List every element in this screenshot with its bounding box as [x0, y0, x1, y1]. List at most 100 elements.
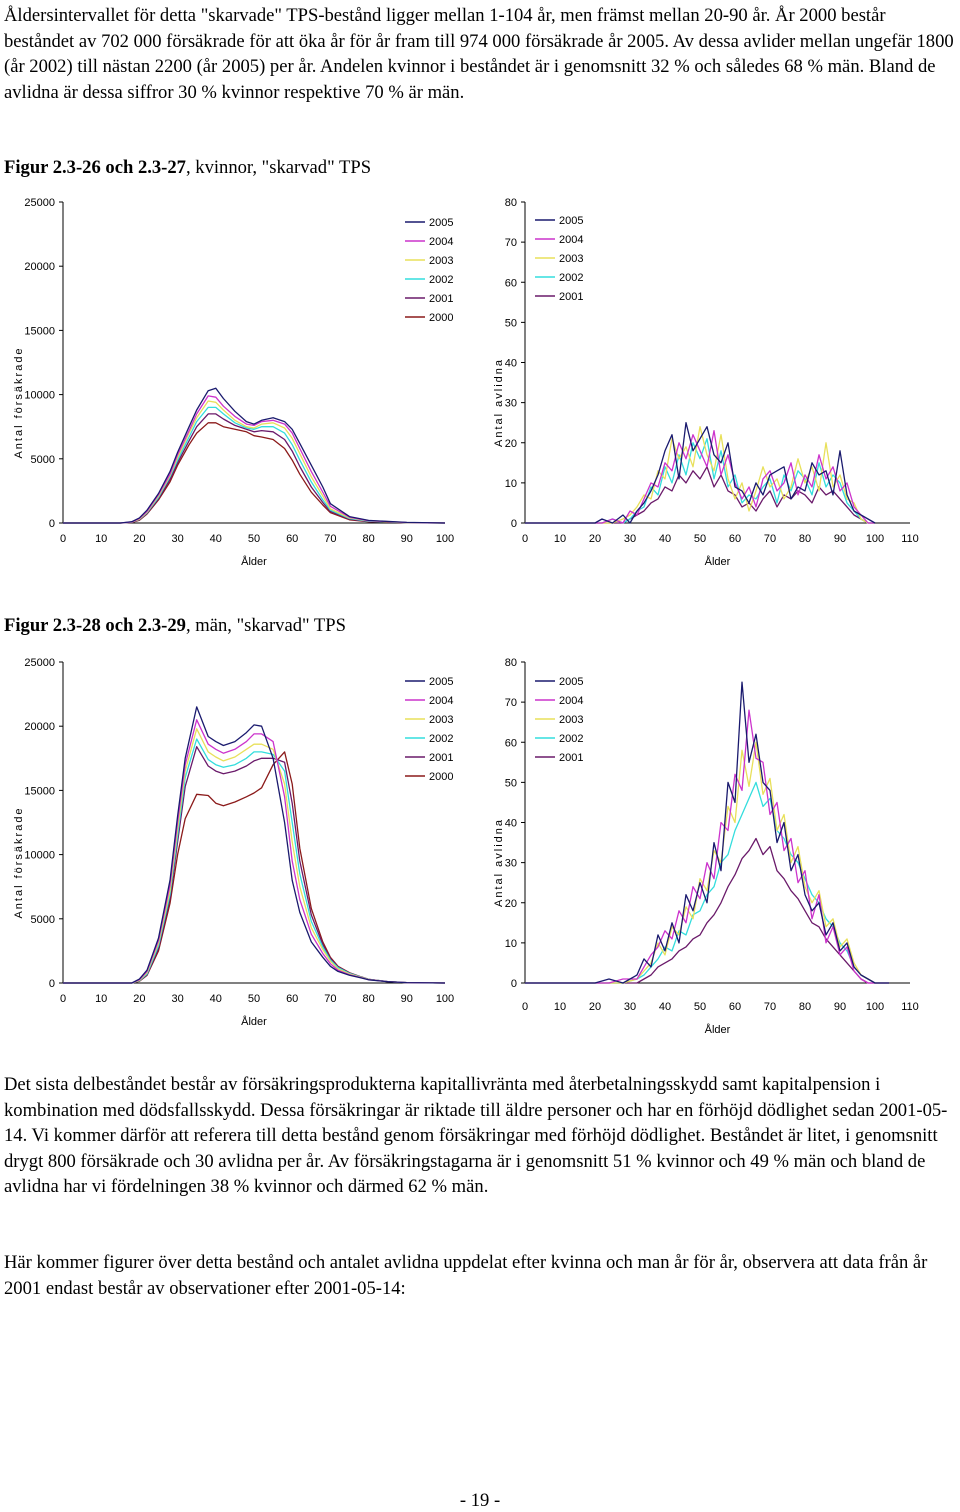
men-insured-x-tick-label: 20: [133, 993, 145, 1005]
men-insured-x-tick-label: 50: [248, 993, 260, 1005]
men-insured-x-tick-label: 40: [210, 993, 222, 1005]
intro-paragraph: Åldersintervallet för detta "skarvade" T…: [4, 5, 954, 103]
men-deceased-x-tick-label: 50: [694, 1001, 706, 1013]
women-insured-series-2004: [63, 395, 446, 524]
men-insured-x-axis-title: Ålder: [241, 1015, 267, 1028]
women-insured-x-tick-label: 100: [436, 533, 454, 545]
men-insured-y-tick-label: 0: [49, 978, 55, 990]
women-deceased-x-tick-label: 60: [729, 533, 741, 545]
men-deceased-x-tick-label: 40: [659, 1001, 671, 1013]
men-insured-x-tick-label: 80: [362, 993, 374, 1005]
men-deceased-series-2005: [525, 681, 889, 984]
chart-women-deceased-svg: 0 10 20 30 40 50 60 70 80 0 10 20 30 40 50 60 70 80 90 100 1…: [493, 197, 919, 568]
men-deceased-legend-label-2005: 2005: [559, 676, 583, 688]
women-insured-y-tick-label: 25000: [24, 197, 55, 209]
women-deceased-x-tick-label: 90: [834, 533, 846, 545]
figure-title-women-number: Figur 2.3-26 och 2.3-27: [4, 157, 186, 178]
figure-title-women: Figur 2.3-26 och 2.3-27, kvinnor, "skarv…: [4, 157, 371, 179]
men-insured-x-tick-label: 30: [171, 993, 183, 1005]
women-insured-x-tick-label: 40: [210, 533, 222, 545]
women-deceased-legend-label-2004: 2004: [559, 234, 583, 246]
men-insured-y-tick-label: 20000: [24, 721, 55, 733]
women-insured-y-tick-label: 20000: [24, 261, 55, 273]
women-insured-x-tick-label: 90: [401, 533, 413, 545]
women-insured-series-2005: [63, 387, 446, 524]
women-deceased-series-2003: [525, 426, 875, 524]
women-insured-legend-label-2005: 2005: [429, 217, 453, 229]
figure-title-men-number: Figur 2.3-28 och 2.3-29: [4, 615, 186, 636]
women-deceased-series-2002: [525, 438, 875, 524]
men-insured-x-tick-label: 70: [324, 993, 336, 1005]
men-insured-y-tick-label: 15000: [24, 785, 55, 797]
women-deceased-y-tick-label: 0: [511, 518, 517, 530]
women-deceased-y-tick-label: 10: [505, 478, 517, 490]
women-insured-x-tick-label: 50: [248, 533, 260, 545]
women-deceased-y-tick-label: 40: [505, 358, 517, 370]
women-deceased-x-tick-label: 110: [901, 533, 919, 545]
women-deceased-y-tick-label: 50: [505, 317, 517, 329]
men-insured-x-tick-label: 0: [60, 993, 66, 1005]
women-insured-x-tick-label: 30: [171, 533, 183, 545]
women-insured-x-tick-label: 70: [324, 533, 336, 545]
women-insured-x-tick-label: 10: [95, 533, 107, 545]
men-insured-series-2004: [63, 719, 446, 984]
men-insured-y-tick-label: 25000: [24, 657, 55, 669]
women-deceased-legend-label-2001: 2001: [559, 291, 583, 303]
men-deceased-legend-label-2003: 2003: [559, 714, 583, 726]
men-insured-x-tick-label: 100: [436, 993, 454, 1005]
women-insured-x-tick-label: 0: [60, 533, 66, 545]
women-deceased-y-tick-label: 70: [505, 237, 517, 249]
women-deceased-legend-label-2005: 2005: [559, 215, 583, 227]
men-deceased-series-2001: [525, 837, 889, 984]
men-insured-series-2002: [63, 738, 446, 984]
men-insured-legend-label-2005: 2005: [429, 676, 453, 688]
men-deceased-y-tick-label: 30: [505, 858, 517, 870]
women-insured-y-tick-label: 10000: [24, 390, 55, 402]
women-insured-y-tick-label: 0: [49, 518, 55, 530]
women-deceased-y-tick-label: 60: [505, 277, 517, 289]
men-deceased-y-tick-label: 80: [505, 657, 517, 669]
body-paragraph-2: Här kommer figurer över detta bestånd oc…: [4, 1252, 928, 1299]
women-insured-series-2003: [63, 400, 446, 524]
men-deceased-x-tick-label: 90: [834, 1001, 846, 1013]
women-deceased-x-tick-label: 70: [764, 533, 776, 545]
women-deceased-series-2001: [525, 466, 875, 524]
men-deceased-x-tick-label: 80: [799, 1001, 811, 1013]
men-insured-x-tick-label: 10: [95, 993, 107, 1005]
men-deceased-y-tick-label: 20: [505, 898, 517, 910]
women-deceased-y-axis-title: Antal avlidna: [493, 358, 505, 447]
women-insured-y-axis-title: Antal försäkrade: [13, 346, 25, 458]
women-deceased-x-tick-label: 20: [589, 533, 601, 545]
women-deceased-x-tick-label: 80: [799, 533, 811, 545]
women-deceased-y-tick-label: 20: [505, 438, 517, 450]
men-deceased-y-tick-label: 0: [511, 978, 517, 990]
women-deceased-x-tick-label: 50: [694, 533, 706, 545]
women-deceased-x-axis-title: Ålder: [705, 555, 731, 568]
men-deceased-series-2002: [525, 781, 889, 984]
women-insured-x-tick-label: 80: [362, 533, 374, 545]
men-deceased-x-tick-label: 20: [589, 1001, 601, 1013]
men-deceased-x-axis-title: Ålder: [705, 1023, 731, 1036]
men-deceased-x-tick-label: 100: [866, 1001, 884, 1013]
women-insured-x-tick-label: 20: [133, 533, 145, 545]
chart-women-insured: 0 5000 10000 15000 20000 25000 0 10 20 30 40 50 60 70…: [0, 190, 470, 575]
chart-women-insured-svg: 0 5000 10000 15000 20000 25000 0 10 20 30 40 50 60 70…: [13, 197, 454, 568]
women-insured-y-tick-label: 15000: [24, 325, 55, 337]
chart-men-insured-svg: 0 5000 10000 15000 20000 25000 0 10 20 30 40 50 60 70…: [13, 657, 454, 1028]
men-deceased-legend-label-2001: 2001: [559, 752, 583, 764]
body-paragraph-1: Det sista delbeståndet består av försäkr…: [4, 1074, 948, 1198]
chart-women-deceased: 0 10 20 30 40 50 60 70 80 0 10 20 30 40 50 60 70 80 90 100 1…: [490, 190, 940, 575]
women-deceased-y-tick-label: 80: [505, 197, 517, 209]
figure-title-men: Figur 2.3-28 och 2.3-29, män, "skarvad" …: [4, 615, 346, 637]
men-insured-series-2005: [63, 706, 446, 984]
men-deceased-y-tick-label: 10: [505, 938, 517, 950]
figure-title-women-text: , kvinnor, "skarvad" TPS: [185, 157, 372, 178]
men-insured-legend-label-2002: 2002: [429, 733, 453, 745]
women-insured-legend-label-2002: 2002: [429, 274, 453, 286]
men-insured-x-tick-label: 60: [286, 993, 298, 1005]
women-deceased-series-2005: [525, 422, 876, 524]
men-insured-legend-label-2000: 2000: [429, 771, 453, 783]
men-insured-legend-label-2001: 2001: [429, 752, 453, 764]
women-insured-y-tick-label: 5000: [31, 454, 55, 466]
figure-title-men-text: , män, "skarvad" TPS: [185, 615, 346, 636]
